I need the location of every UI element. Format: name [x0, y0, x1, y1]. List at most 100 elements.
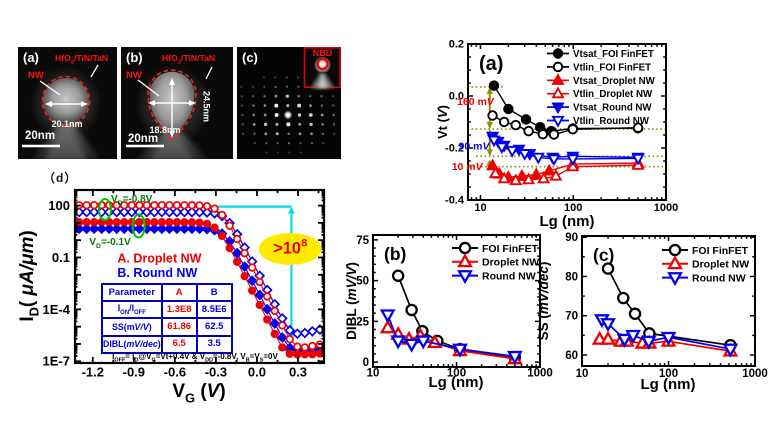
parameter-table-cell: ION/IOFF [101, 300, 163, 320]
axis-tick-labels: -1.2 -0.9 -0.6 -0.3 0.0 0.3 100 0.1 1E-4 1E-7 [43, 198, 308, 380]
diameter-arrow-a [45, 101, 88, 107]
tem-c-graphics [237, 47, 341, 159]
annotation-text: VD=-0.1V [89, 237, 131, 250]
parameter-table-cell: 61.86 [160, 317, 198, 337]
svg-text:100: 100 [447, 368, 466, 380]
svg-text:Vtsat_Droplet NW: Vtsat_Droplet NW [573, 76, 656, 87]
parameter-table-cell: 1.3E8 [160, 300, 198, 320]
svg-text:-0.4: -0.4 [445, 195, 465, 207]
tem-image-b: (b) HfO2/TiN/TaN NW 18.8nm 24.5nm 20nm [121, 47, 233, 159]
axis-tick-labels: 10 100 1000 0 25 50 75 [356, 235, 553, 380]
width-value-b: 18.8nm [149, 125, 181, 135]
series-vtlin-round-nw [487, 135, 645, 167]
svg-text:Round NW: Round NW [482, 270, 536, 282]
y-axis-label: ID( μA/μm) [17, 230, 41, 321]
annotation-circle [131, 213, 146, 239]
svg-text:10: 10 [576, 368, 589, 380]
axis-tick-labels: 10 100 1000 60 70 80 90 [565, 232, 768, 380]
svg-text:0: 0 [363, 357, 369, 369]
svg-text:25: 25 [356, 316, 369, 328]
nbd-label: NBD [312, 48, 333, 58]
scalebar-label-b: 20nm [128, 133, 159, 145]
series-droplet-nw-v-d-0-8v [74, 201, 325, 352]
legend: Vtsat_FOI FinFET Vtlin_FOI FinFET Vtsat_Dr… [547, 48, 656, 128]
nbd-inset [303, 47, 341, 89]
svg-text:0.0: 0.0 [248, 365, 266, 380]
svg-text:1E-7: 1E-7 [43, 354, 70, 369]
svg-text:-0.3: -0.3 [205, 365, 227, 380]
nw-pointer-line-b [137, 79, 160, 97]
y-axis-label: DIBL (mV/V) [344, 262, 359, 340]
svg-text:10: 10 [474, 202, 486, 214]
svg-text:Vtsat_Round NW: Vtsat_Round NW [573, 103, 652, 114]
panel-tag-b: (b) [126, 50, 143, 65]
legend-item-foi-finfet: FOI FinFET [662, 243, 749, 257]
legend-item-droplet-nw: Droplet NW [452, 253, 539, 269]
annotation-text: A. Droplet NW [117, 251, 201, 265]
legend-item-vtsat-round-nw: Vtsat_Round NW [547, 102, 652, 115]
legend-item-vtlin-foi-finfet: Vtlin_FOI FinFET [547, 61, 651, 73]
axis-ticks [581, 236, 756, 366]
svg-text:0.3: 0.3 [289, 365, 307, 380]
axis-ticks [75, 190, 324, 364]
series-vtlin-foi-finfet [487, 110, 644, 140]
svg-text:1000: 1000 [527, 368, 553, 380]
tem-image-a: (a) HfO2/TiN/TaN NW 20.1nm 20nm [18, 47, 117, 159]
svg-text:0.0: 0.0 [449, 91, 464, 103]
svg-text:Vtlin_Droplet NW: Vtlin_Droplet NW [573, 89, 653, 100]
legend-item-vtlin-round-nw: Vtlin_Round NW [547, 115, 650, 128]
x-axis-label: Lg (nm) [641, 376, 696, 393]
axis-tick-labels: 10 100 1000 0.2 0.0 -0.2 -0.4 [445, 39, 678, 214]
svg-text:75: 75 [356, 235, 369, 247]
parameter-table-header: B [195, 282, 233, 303]
axis-ticks [468, 43, 667, 201]
svg-text:100: 100 [48, 198, 70, 213]
nw-pointer-line-a [39, 80, 61, 96]
svg-text:50: 50 [356, 276, 369, 288]
nw-label-a: NW [28, 70, 44, 81]
svg-text:-0.9: -0.9 [123, 365, 145, 380]
legend-item-droplet-nw: Droplet NW [662, 255, 749, 271]
legend-item-vtlin-droplet-nw: Vtlin_Droplet NW [547, 86, 653, 100]
annotation-text: 160 mV [457, 96, 495, 108]
axis-ticks [372, 235, 541, 367]
gate-stack-label-b: HfO2/TiN/TaN [162, 53, 216, 66]
series-round-nw-v-d-0-1v [73, 223, 326, 356]
panel-tag-b: (b) [384, 244, 406, 264]
svg-text:-1.2: -1.2 [82, 365, 104, 380]
diffraction-dot-grid [240, 76, 336, 154]
nbd-aperture-circle [316, 57, 329, 71]
y-axis-label: Vt (V) [435, 105, 450, 139]
parameter-table-cell: 3.5 [195, 334, 233, 354]
tem-image-c-diffraction: (c) NBD [237, 47, 341, 159]
svg-text:0.2: 0.2 [449, 39, 464, 51]
svg-text:FOI FinFET: FOI FinFET [482, 243, 539, 255]
parameter-table-cell: 8.5E6 [195, 300, 233, 320]
panel-tag-a: (a) [23, 50, 39, 65]
annotation-text: >108 [273, 238, 307, 258]
panel-tag-c: (c) [593, 245, 614, 265]
gate-pointer-line-a [90, 64, 99, 78]
svg-text:1000: 1000 [742, 368, 768, 380]
legend-item-vtsat-droplet-nw: Vtsat_Droplet NW [547, 73, 656, 87]
panel-tag-a: (a) [479, 53, 503, 75]
ioff-definition-footnote: IOFF= ID@VG=Vt+0.4V & VDD=-0.8V, VB=VS=0… [112, 351, 278, 364]
height-arrow-b [169, 78, 175, 138]
gate-pointer-line-b [205, 66, 213, 80]
scalebar-label-a: 20nm [25, 130, 56, 142]
svg-text:80: 80 [565, 271, 578, 283]
svg-text:0.1: 0.1 [52, 250, 70, 265]
x-axis-label: Lg (nm) [540, 213, 595, 230]
svg-text:-0.6: -0.6 [164, 365, 186, 380]
svg-text:100: 100 [564, 202, 582, 214]
svg-text:Droplet NW: Droplet NW [482, 257, 539, 269]
annotation-circle [97, 197, 112, 221]
parameter-table-cell: DIBL(mV/dec) [101, 334, 163, 354]
svg-text:Droplet NW: Droplet NW [692, 259, 749, 271]
